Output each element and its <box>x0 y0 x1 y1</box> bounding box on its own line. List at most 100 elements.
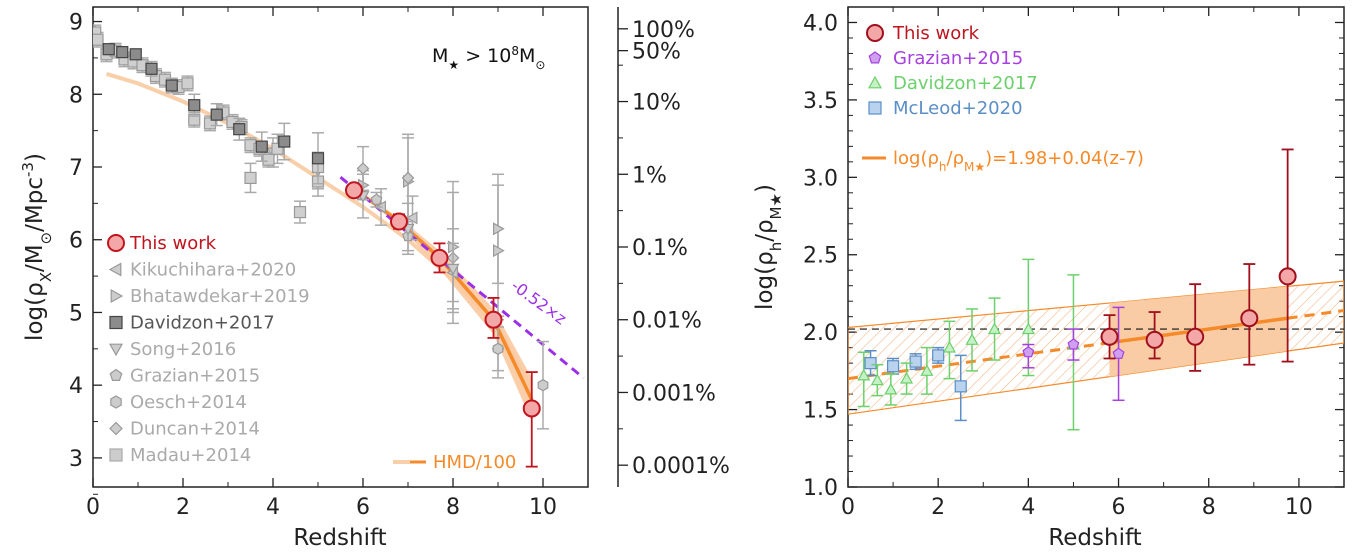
y-tick-label: 5 <box>69 301 83 326</box>
fit-line-dashed <box>848 341 1110 381</box>
left-chart: 0 2 4 6 8 10 3 4 5 6 7 8 9 Redshift log(ρX/M⊙/Mpc-3)… <box>19 6 730 551</box>
right-axis-ticks: 0 2 4 6 8 10 1.0 1.5 2.0 2.5 3.0 3.5 4.0 <box>803 7 1344 520</box>
data-point <box>886 360 900 373</box>
y-tick-label: 4 <box>69 374 83 399</box>
data-point <box>405 211 418 225</box>
data-point <box>965 333 979 345</box>
legend-label: Song+2016 <box>130 339 236 360</box>
data-point <box>210 108 223 121</box>
left-xlabel: Redshift <box>293 525 386 551</box>
data-point <box>255 140 268 153</box>
fit-label: log(ρh/ρM★)=1.98+0.04(z-7) <box>893 148 1144 174</box>
legend-label: HMD/100 <box>433 452 516 473</box>
legend-marker <box>107 234 125 252</box>
legend-marker <box>866 24 884 42</box>
x-tick-label: 10 <box>529 495 557 520</box>
right-percentage-axis: 100%50% 10% 1% 0.1% 0.01% 0.001% 0.0001% <box>617 7 730 487</box>
legend-entry: This work <box>866 23 980 44</box>
data-point <box>203 117 217 130</box>
legend-label: This work <box>892 23 980 44</box>
secondary-tick-label: 0.0001% <box>632 454 730 479</box>
data-point <box>493 244 505 258</box>
legend-label: Bhatawdekar+2019 <box>130 286 310 307</box>
legend-entry: Grazian+2015 <box>868 48 1023 69</box>
data-point <box>1186 327 1205 346</box>
legend-marker <box>868 51 882 64</box>
secondary-tick-label: 0.001% <box>632 381 716 406</box>
data-point <box>909 355 922 368</box>
legend-marker <box>109 448 123 462</box>
data-point <box>93 33 104 46</box>
right-legend: This work Grazian+2015 Davidzon+2017 McLeod… <box>866 23 1038 119</box>
legend-label: Madau+2014 <box>130 445 251 466</box>
mass-cut-annotation: M★ > 108M⊙ <box>432 44 545 72</box>
legend-marker <box>109 421 123 436</box>
data-point <box>1021 322 1035 335</box>
x-tick-label: 8 <box>1202 495 1216 520</box>
fit-line-dashed <box>1287 308 1344 320</box>
right-data-points <box>857 148 1297 431</box>
series-oesch-2014 <box>492 326 549 430</box>
data-point <box>1100 327 1119 346</box>
y-tick-label: 2.0 <box>803 321 838 346</box>
y-tick-label: 3.5 <box>803 89 838 114</box>
legend-entry: McLeod+2020 <box>868 98 1023 119</box>
data-point <box>1278 267 1297 286</box>
y-tick-label: 6 <box>69 229 83 254</box>
left-ylabel: log(ρX/M⊙/Mpc-3) <box>19 153 55 341</box>
data-point <box>271 142 284 155</box>
legend-entry: Duncan+2014 <box>109 419 260 440</box>
legend-entry: Davidzon+2017 <box>109 313 275 334</box>
left-axis-ticks: 0 2 4 6 8 10 3 4 5 6 7 8 9 <box>69 7 557 520</box>
data-point <box>129 48 142 61</box>
right-ylabel: log(ρh/ρM★) <box>752 184 785 310</box>
data-point <box>262 153 275 166</box>
errorbar <box>1281 148 1294 363</box>
x-tick-label: 0 <box>841 495 855 520</box>
left-data-points <box>93 24 549 468</box>
data-point <box>102 43 115 56</box>
x-tick-label: 10 <box>1285 495 1313 520</box>
legend-label: Davidzon+2017 <box>130 313 275 334</box>
data-point <box>942 340 957 353</box>
data-point <box>484 310 503 329</box>
y-tick-label: 7 <box>69 156 83 181</box>
x-tick-label: 4 <box>1021 495 1035 520</box>
legend-label: Oesch+2014 <box>130 392 247 413</box>
data-point <box>920 364 934 376</box>
x-tick-label: 2 <box>176 495 190 520</box>
legend-marker <box>108 343 124 357</box>
data-point <box>370 193 383 205</box>
legend-label: Duncan+2014 <box>130 419 260 440</box>
series-mcleod-2020 <box>864 346 967 422</box>
x-tick-label: 2 <box>931 495 945 520</box>
data-point <box>1022 346 1035 358</box>
secondary-tick-label: 10% <box>632 91 681 116</box>
legend-label: Grazian+2015 <box>893 48 1023 69</box>
series-davidzon-2017 <box>102 43 325 185</box>
data-point <box>116 45 129 59</box>
data-point <box>932 349 945 362</box>
series-this-work <box>1100 148 1297 372</box>
y-tick-label: 9 <box>69 11 83 36</box>
data-point <box>293 205 307 219</box>
x-tick-label: 6 <box>1112 495 1126 520</box>
x-tick-label: 8 <box>446 495 460 520</box>
secondary-tick-label: 1% <box>632 163 667 188</box>
errorbar <box>525 371 538 468</box>
legend-label: Kikuchihara+2020 <box>130 260 296 281</box>
legend-entry: Grazian+2015 <box>109 366 260 387</box>
data-point <box>1240 309 1259 328</box>
data-point <box>900 371 914 384</box>
y-tick-label: 3.0 <box>803 166 838 191</box>
legend-entry: Song+2016 <box>108 339 236 360</box>
y-tick-label: 2.5 <box>803 244 838 269</box>
x-tick-label: 6 <box>356 495 370 520</box>
y-tick-label: 4.0 <box>803 11 838 36</box>
legend-entry: Madau+2014 <box>109 445 251 466</box>
secondary-tick-label: 0.01% <box>632 309 702 334</box>
secondary-tick-label: 50% <box>632 40 681 65</box>
data-point <box>1067 338 1080 350</box>
legend-entry: Oesch+2014 <box>110 392 247 413</box>
